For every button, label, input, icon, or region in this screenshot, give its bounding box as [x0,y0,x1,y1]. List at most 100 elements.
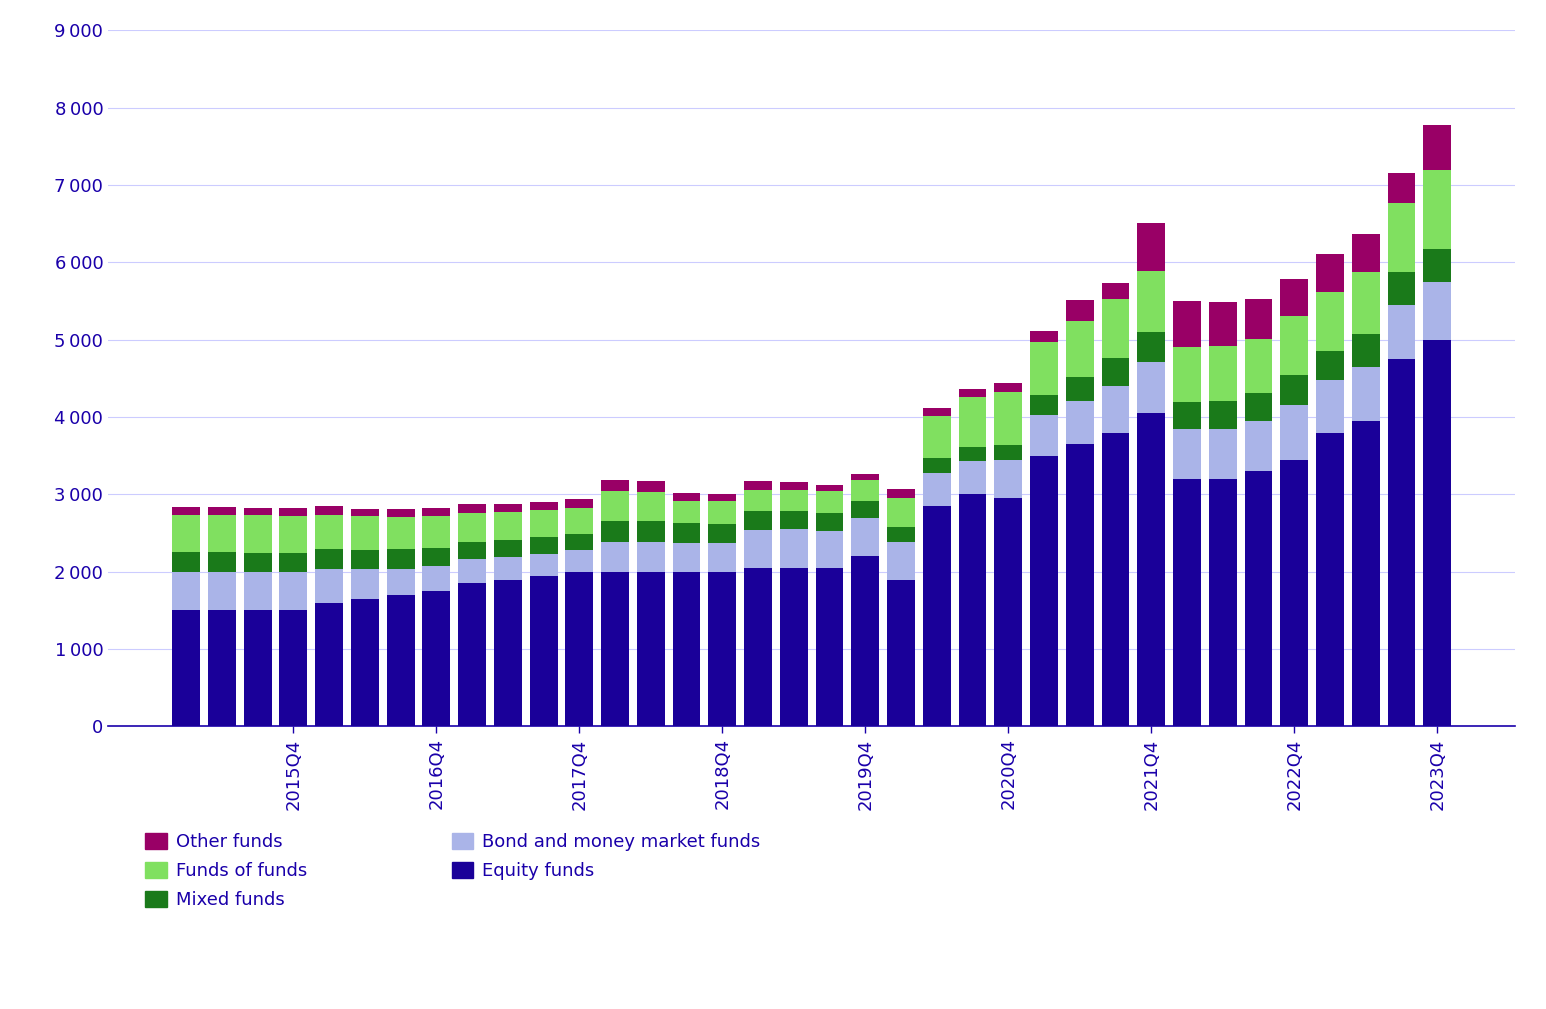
Bar [816,531,844,568]
Bar [1245,394,1272,421]
Bar [566,572,594,726]
Bar [244,572,272,610]
Bar [994,445,1022,460]
Bar [386,595,414,726]
Bar [351,569,379,598]
Bar [816,491,844,513]
Bar [637,543,665,572]
Bar [1030,342,1057,395]
Bar [744,530,771,568]
Bar [994,498,1022,726]
Bar [1102,299,1130,358]
Bar [1138,270,1166,332]
Bar [386,509,414,517]
Bar [852,556,880,726]
Legend: Other funds, Funds of funds, Mixed funds, Bond and money market funds, Equity fu: Other funds, Funds of funds, Mixed funds… [145,833,761,909]
Bar [1030,415,1057,456]
Bar [637,492,665,522]
Bar [887,489,915,497]
Bar [744,481,771,489]
Bar [315,602,343,726]
Bar [1424,125,1452,171]
Bar [280,610,308,726]
Bar [959,388,986,397]
Bar [458,542,485,559]
Bar [244,509,272,516]
Bar [779,482,807,489]
Bar [923,416,951,458]
Bar [601,543,629,572]
Bar [280,553,308,572]
Bar [1030,456,1057,726]
Bar [207,610,237,726]
Bar [816,513,844,531]
Bar [351,550,379,569]
Bar [280,509,308,516]
Bar [1173,479,1201,726]
Bar [1351,334,1379,366]
Bar [673,543,700,572]
Bar [852,519,880,556]
Bar [493,557,521,579]
Bar [708,572,736,726]
Bar [1387,203,1416,272]
Bar [887,527,915,543]
Bar [779,511,807,529]
Bar [530,510,558,537]
Bar [566,534,594,550]
Bar [637,481,665,492]
Bar [207,508,237,515]
Bar [673,500,700,523]
Bar [1102,386,1130,433]
Bar [1316,433,1343,726]
Bar [566,550,594,572]
Bar [601,521,629,543]
Bar [1316,292,1343,350]
Bar [493,540,521,557]
Bar [816,485,844,491]
Bar [923,506,951,726]
Bar [673,492,700,500]
Bar [566,499,594,508]
Bar [994,383,1022,393]
Bar [1138,362,1166,414]
Bar [244,553,272,572]
Bar [1030,395,1057,415]
Bar [1209,401,1237,429]
Bar [959,494,986,726]
Bar [1387,305,1416,359]
Bar [1209,429,1237,479]
Bar [566,508,594,534]
Bar [959,447,986,461]
Bar [1102,358,1130,386]
Bar [601,490,629,521]
Bar [1173,347,1201,402]
Bar [923,458,951,473]
Bar [708,494,736,501]
Bar [637,572,665,726]
Bar [923,473,951,506]
Bar [1316,254,1343,292]
Bar [923,408,951,416]
Bar [1245,339,1272,394]
Bar [351,598,379,726]
Bar [1387,174,1416,203]
Bar [280,516,308,553]
Bar [458,504,485,513]
Bar [959,461,986,494]
Bar [744,512,771,530]
Bar [1209,479,1237,726]
Bar [1173,402,1201,430]
Bar [601,480,629,490]
Bar [244,516,272,553]
Bar [852,473,880,479]
Bar [493,579,521,726]
Bar [1030,331,1057,342]
Bar [708,501,736,524]
Bar [458,513,485,542]
Bar [994,393,1022,445]
Bar [1280,375,1308,406]
Bar [422,516,450,548]
Bar [1102,433,1130,726]
Bar [315,569,343,602]
